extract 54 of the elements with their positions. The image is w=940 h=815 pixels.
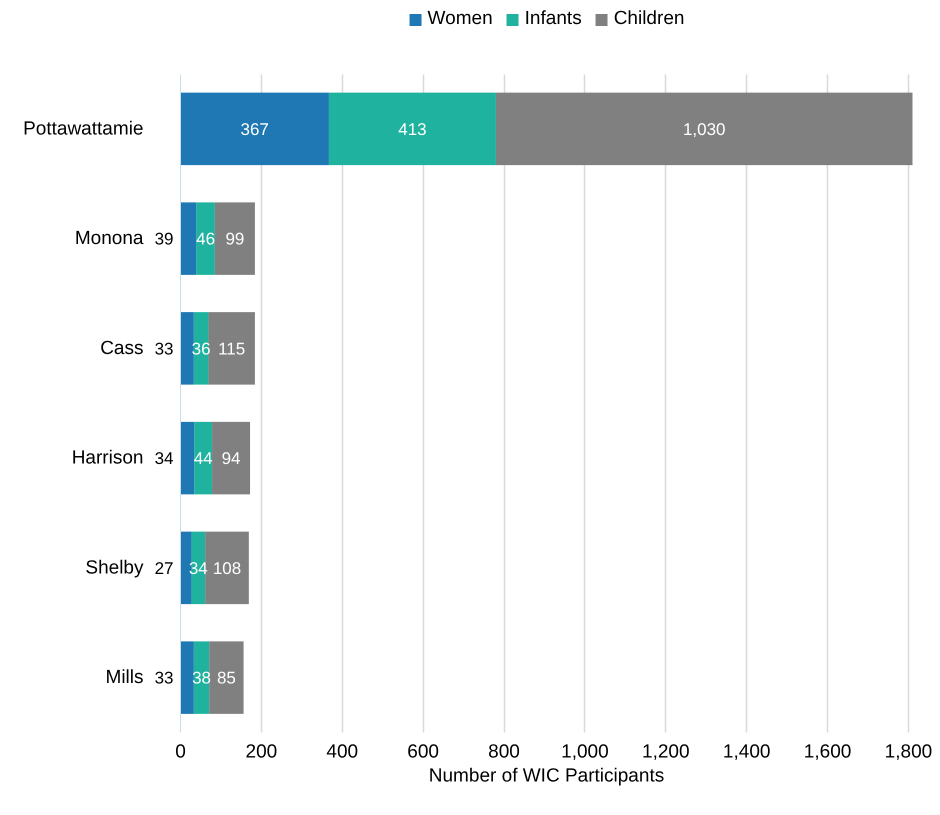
bar	[214, 202, 255, 275]
data-label: 34	[188, 558, 208, 578]
y-tick-label: Cass	[100, 338, 144, 359]
y-tick-label: Mills	[106, 667, 144, 688]
bar	[180, 641, 194, 714]
bar	[191, 532, 206, 604]
legend-label: Infants	[524, 8, 582, 30]
data-label: 38	[192, 668, 211, 688]
bar	[180, 312, 194, 385]
bar	[180, 92, 329, 166]
x-tick-label: 1,400	[722, 742, 770, 762]
bar	[212, 422, 250, 494]
data-label: 108	[212, 558, 242, 578]
x-tick-label: 1,600	[804, 742, 852, 762]
x-tick-label: 0	[175, 742, 186, 762]
data-label: 36	[192, 339, 211, 358]
x-axis-title: Number of WIC Participants	[428, 766, 664, 786]
data-label: 115	[218, 339, 246, 358]
x-tick-label: 1,000	[561, 742, 609, 762]
data-label: 94	[222, 449, 241, 468]
x-tick-label: 800	[488, 742, 520, 762]
data-label: 99	[225, 230, 244, 249]
data-label: 44	[194, 449, 213, 468]
bar	[180, 202, 196, 275]
legend-label: Women	[428, 8, 493, 30]
x-tick-label: 1,200	[642, 742, 690, 762]
data-label: 1,030	[682, 120, 726, 139]
data-label: 39	[154, 230, 174, 249]
data-label: 85	[216, 668, 236, 688]
bar	[496, 92, 912, 166]
x-tick-label: 400	[326, 742, 358, 762]
y-tick-label: Monona	[74, 228, 144, 250]
bar	[208, 312, 255, 385]
x-tick-label: 1,800	[884, 742, 932, 762]
data-label: 367	[240, 120, 269, 139]
bar	[209, 641, 244, 714]
y-tick-label: Shelby	[85, 557, 144, 578]
x-tick-label: 600	[407, 742, 440, 762]
bar	[180, 422, 194, 494]
data-label: 413	[398, 120, 427, 139]
bar	[180, 532, 192, 604]
bar	[194, 312, 208, 385]
data-label: 46	[196, 230, 216, 249]
bar	[328, 92, 496, 166]
data-label: 33	[154, 668, 174, 688]
y-tick-label: Harrison	[72, 448, 144, 469]
data-label: 27	[154, 558, 174, 578]
bar	[196, 202, 215, 275]
data-label: 33	[154, 339, 174, 358]
data-label: 34	[154, 449, 174, 468]
bar	[194, 422, 212, 494]
legend-label: Children	[614, 8, 684, 30]
y-tick-label: Pottawattamie	[23, 118, 144, 140]
x-tick-label: 200	[246, 742, 278, 762]
